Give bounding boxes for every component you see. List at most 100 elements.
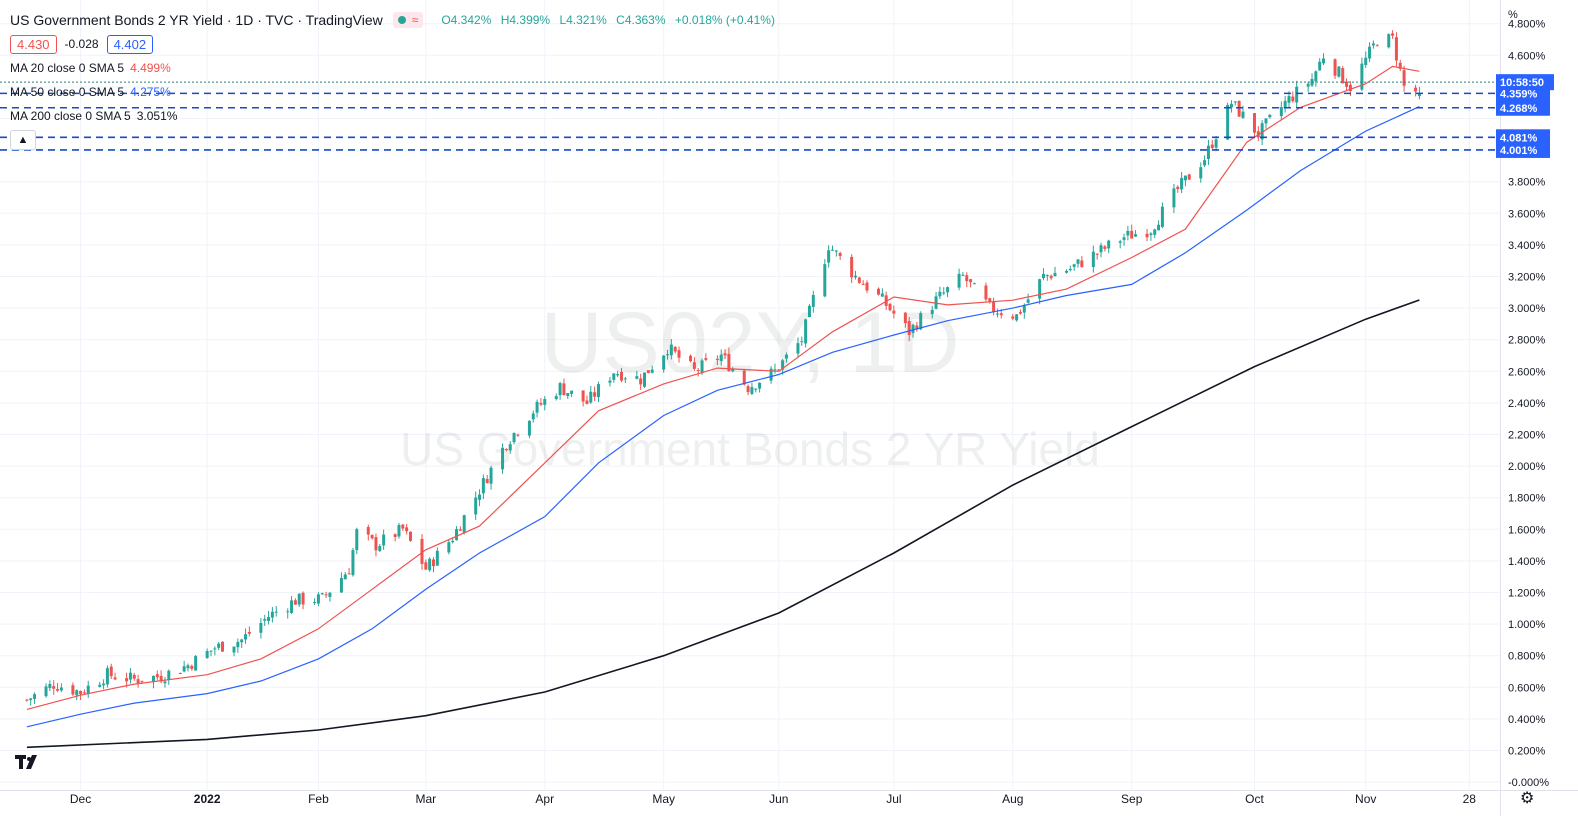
- candle-body: [1153, 229, 1157, 235]
- candle-body: [109, 666, 113, 677]
- candle-body: [704, 358, 708, 360]
- gear-icon[interactable]: ⚙: [1520, 790, 1535, 807]
- x-tick-label: 2022: [194, 792, 221, 806]
- y-tick-label: 1.800%: [1508, 493, 1546, 505]
- candle-body: [1172, 188, 1176, 208]
- candle-body: [236, 641, 240, 648]
- market-open-dot-icon: [397, 16, 406, 24]
- candle-body: [474, 497, 478, 515]
- candle-body: [807, 305, 811, 318]
- candle-body: [351, 550, 355, 576]
- candle-body: [527, 420, 531, 436]
- candle-body: [1291, 96, 1295, 102]
- candle-body: [451, 540, 455, 543]
- candle-body: [1371, 43, 1375, 46]
- indicator-label: MA 20 close 0 SMA 5: [10, 61, 125, 75]
- candle-body: [1322, 58, 1326, 64]
- candle-body: [1375, 45, 1379, 47]
- candle-body: [1226, 105, 1230, 140]
- y-tick-label: 3.000%: [1508, 303, 1546, 315]
- candle-body: [1268, 114, 1272, 118]
- compare-icon: ≈: [411, 13, 419, 27]
- candle-body: [82, 692, 86, 694]
- candle-body: [1022, 305, 1026, 313]
- candle-body: [186, 665, 190, 669]
- candle-body: [612, 373, 616, 380]
- y-tick-label: 2.800%: [1508, 335, 1546, 347]
- candle-body: [700, 360, 704, 373]
- candle-body: [155, 674, 159, 678]
- candle-body: [343, 574, 347, 580]
- candle-body: [247, 631, 251, 634]
- collapse-legend-button[interactable]: ▲: [10, 130, 36, 150]
- price-label: 4.081%: [1500, 132, 1538, 144]
- candle-body: [877, 288, 881, 295]
- candle-body: [485, 478, 489, 484]
- y-tick-label: 0.400%: [1508, 714, 1546, 726]
- candle-body: [1018, 312, 1022, 314]
- candle-body: [1233, 101, 1237, 103]
- indicator-value: 4.499%: [130, 61, 171, 75]
- candle-body: [1394, 37, 1398, 61]
- x-tick-label: Nov: [1355, 792, 1376, 806]
- candle-body: [666, 354, 670, 356]
- candle-body: [286, 611, 290, 613]
- candle-body: [907, 321, 911, 335]
- candle-body: [781, 360, 785, 370]
- candle-body: [1398, 62, 1402, 69]
- candle-body: [512, 432, 516, 443]
- x-tick-label: May: [652, 792, 675, 806]
- candle-body: [1318, 61, 1322, 71]
- candle-body: [420, 538, 424, 564]
- open-value: O4.342%: [441, 13, 492, 27]
- chart-title: US Government Bonds 2 YR Yield · 1D · TV…: [10, 12, 383, 28]
- candle-body: [892, 310, 896, 314]
- candle-body: [570, 390, 574, 394]
- candle-body: [316, 594, 320, 604]
- candle-body: [397, 524, 401, 537]
- candle-body: [478, 494, 482, 500]
- x-tick-label: Jun: [769, 792, 788, 806]
- candle-body: [293, 600, 297, 605]
- candle-body: [1260, 123, 1264, 140]
- market-status-badge[interactable]: ≈: [392, 12, 424, 28]
- candle-body: [355, 529, 359, 551]
- candle-body: [1337, 66, 1341, 77]
- indicator-ma50[interactable]: MA 50 close 0 SMA 5 4.275%: [10, 80, 781, 104]
- candle-body: [796, 343, 800, 354]
- candle-body: [408, 531, 412, 541]
- candle-body: [140, 680, 144, 682]
- y-tick-label: 0.200%: [1508, 746, 1546, 758]
- candle-body: [267, 617, 271, 621]
- y-tick-label: 3.800%: [1508, 177, 1546, 189]
- tradingview-logo-icon[interactable]: [14, 752, 42, 772]
- candle-body: [393, 534, 397, 537]
- candle-body: [432, 559, 436, 567]
- low-value: L4.321%: [559, 13, 607, 27]
- candle-body: [558, 383, 562, 396]
- candle-body: [1364, 57, 1368, 65]
- candle-body: [1091, 251, 1095, 268]
- close-value: C4.363%: [616, 13, 666, 27]
- candle-body: [159, 675, 163, 682]
- candle-body: [673, 346, 677, 352]
- candle-body: [984, 285, 988, 300]
- high-value: H4.399%: [500, 13, 551, 27]
- candle-body: [1360, 63, 1364, 90]
- candle-body: [458, 529, 462, 531]
- candle-body: [52, 686, 56, 689]
- y-tick-label: 1.200%: [1508, 588, 1546, 600]
- candle-body: [616, 374, 620, 376]
- sell-price-box[interactable]: 4.430: [10, 34, 57, 54]
- indicator-ma20[interactable]: MA 20 close 0 SMA 5 4.499%: [10, 56, 781, 80]
- candle-body: [623, 378, 627, 380]
- indicator-ma200[interactable]: MA 200 close 0 SMA 5 3.051%: [10, 104, 781, 128]
- y-tick-label: 0.800%: [1508, 651, 1546, 663]
- candle-body: [25, 699, 29, 701]
- candle-body: [424, 562, 428, 570]
- candle-body: [428, 558, 432, 571]
- candle-body: [1015, 314, 1019, 321]
- candle-body: [209, 650, 213, 652]
- buy-price-box[interactable]: 4.402: [106, 34, 154, 54]
